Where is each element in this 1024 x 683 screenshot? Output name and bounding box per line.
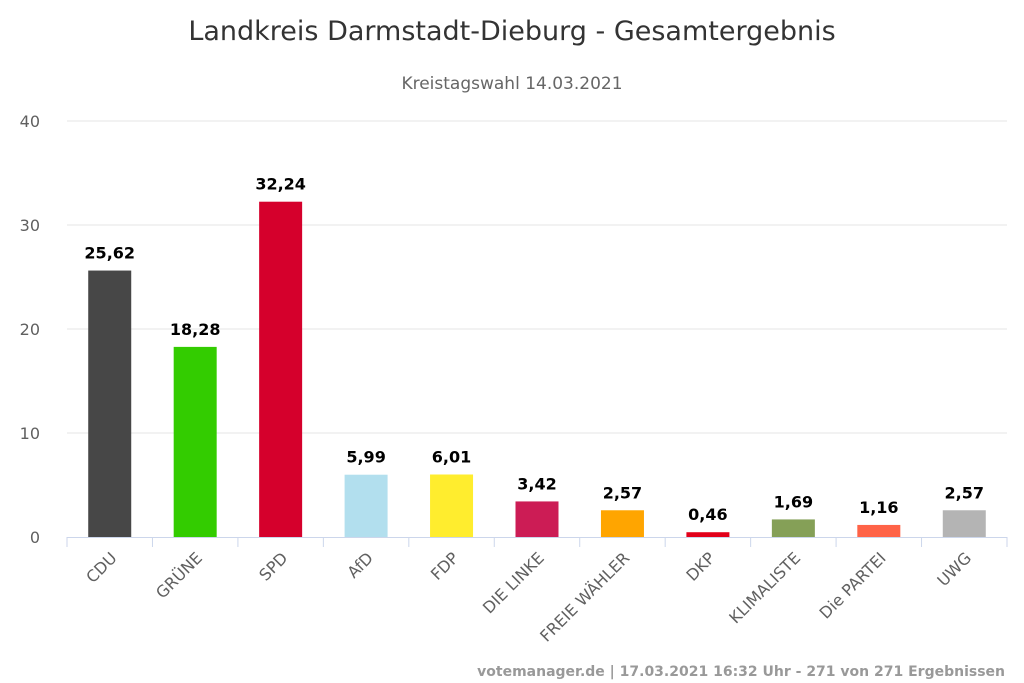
y-tick-label: 30 <box>20 216 40 235</box>
y-tick-label: 40 <box>20 112 40 131</box>
bars <box>88 201 986 538</box>
data-label-uwg: 2,57 <box>945 483 984 502</box>
bar-freie-wähler[interactable] <box>600 510 644 537</box>
x-axis <box>66 537 1008 547</box>
bar-spd[interactable] <box>259 201 303 538</box>
bar-afd[interactable] <box>344 474 388 537</box>
chart-title: Landkreis Darmstadt-Dieburg - Gesamterge… <box>188 16 835 47</box>
data-label-dkp: 0,46 <box>688 505 727 524</box>
y-tick-label: 20 <box>20 320 40 339</box>
x-tick-label-cdu: CDU <box>82 548 120 586</box>
chart-credits[interactable]: votemanager.de | 17.03.2021 16:32 Uhr - … <box>477 664 1005 680</box>
x-tick-label-klimaliste: KLIMALISTE <box>725 548 804 627</box>
data-label-die-partei: 1,16 <box>859 498 898 517</box>
y-axis: 0 10 20 30 40 <box>20 112 40 547</box>
data-label-die-linke: 3,42 <box>517 474 556 493</box>
x-tick-label-uwg: UWG <box>933 548 975 590</box>
data-labels: 25,62 18,28 32,24 5,99 6,01 3,42 2,57 0,46 1,69 1… <box>84 175 984 525</box>
x-tick-label-spd: SPD <box>255 548 291 584</box>
data-label-grüne: 18,28 <box>170 320 221 339</box>
x-tick-label-grüne: GRÜNE <box>152 548 206 602</box>
x-tick-label-afd: AfD <box>343 548 376 581</box>
bar-uwg[interactable] <box>942 510 986 537</box>
bar-dkp[interactable] <box>686 532 730 537</box>
data-label-afd: 5,99 <box>346 448 385 467</box>
x-tick-label-die-partei: Die PARTEI <box>816 548 890 622</box>
bar-die-linke[interactable] <box>515 501 559 537</box>
x-tick-label-dkp: DKP <box>682 548 719 585</box>
data-label-freie-wähler: 2,57 <box>603 483 642 502</box>
grid <box>67 120 1007 434</box>
data-label-spd: 32,24 <box>255 175 306 194</box>
y-tick-label: 0 <box>30 528 40 547</box>
x-tick-label-fdp: FDP <box>427 548 463 584</box>
bar-cdu[interactable] <box>88 270 132 537</box>
data-label-fdp: 6,01 <box>432 447 471 466</box>
x-tick-label-die-linke: DIE LINKE <box>479 548 548 617</box>
bar-fdp[interactable] <box>430 474 474 537</box>
data-label-cdu: 25,62 <box>84 244 135 263</box>
bar-klimaliste[interactable] <box>771 519 815 537</box>
y-tick-label: 10 <box>20 424 40 443</box>
x-tick-label-freie-wähler: FREIE WÄHLER <box>536 548 633 645</box>
bar-grüne[interactable] <box>173 346 217 537</box>
data-label-klimaliste: 1,69 <box>774 492 813 511</box>
chart-subtitle: Kreistagswahl 14.03.2021 <box>401 74 622 94</box>
bar-die-partei[interactable] <box>857 524 901 537</box>
